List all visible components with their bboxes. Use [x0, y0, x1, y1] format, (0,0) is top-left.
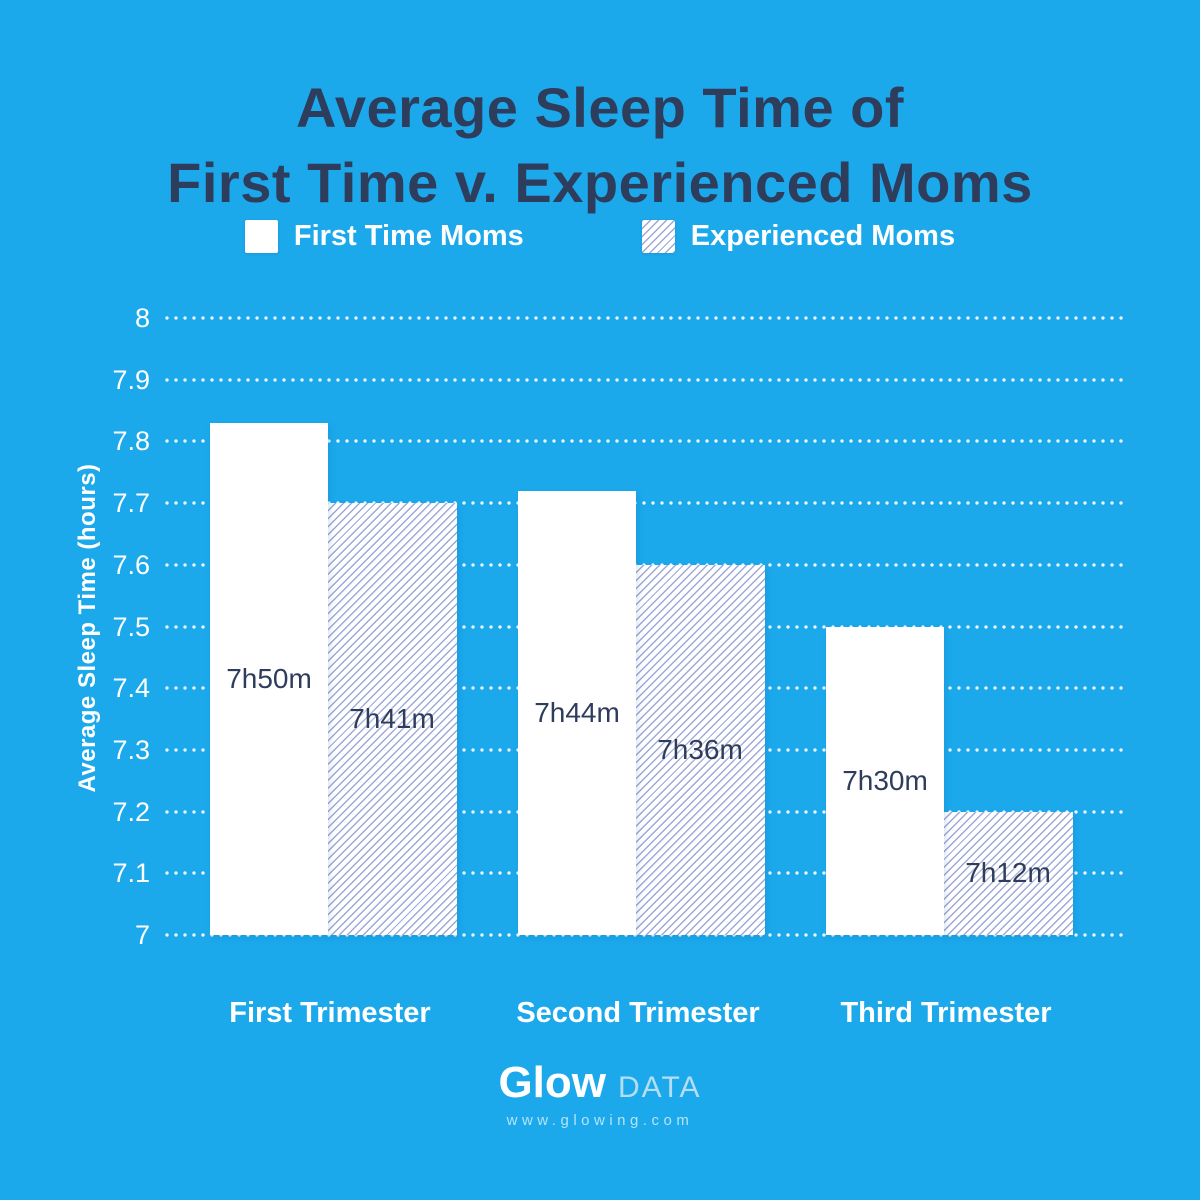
brand-url: www.glowing.com — [506, 1112, 694, 1129]
bar-value-label: 7h30m — [842, 764, 928, 796]
legend-item-experienced-moms: Experienced Moms — [641, 220, 956, 253]
gridline — [165, 501, 1125, 506]
brand-line: Glow DATA — [0, 1058, 1200, 1108]
bar-experienced-moms: 7h12m — [943, 811, 1073, 935]
chart-title: Average Sleep Time of First Time v. Expe… — [0, 70, 1200, 220]
bar-first-time-moms: 7h44m — [518, 490, 636, 935]
bar-value-label: 7h12m — [965, 857, 1051, 889]
gridline — [165, 377, 1125, 382]
bar-value-label: 7h44m — [534, 696, 620, 728]
legend-swatch-hatched — [641, 220, 675, 253]
y-axis-tick-label: 7.2 — [112, 796, 150, 827]
x-axis-category-label: Second Trimester — [516, 997, 760, 1029]
bar-experienced-moms: 7h36m — [635, 564, 765, 935]
bar-first-time-moms: 7h30m — [826, 626, 944, 935]
y-axis-tick-label: 7.8 — [112, 426, 150, 457]
brand-name: Glow — [498, 1058, 606, 1107]
bar-value-label: 7h50m — [226, 662, 312, 694]
legend-label: First Time Moms — [293, 220, 524, 252]
y-axis-tick-label: 7.3 — [112, 734, 150, 765]
x-axis-category-label: Third Trimester — [840, 997, 1052, 1029]
bar-experienced-moms: 7h41m — [327, 503, 457, 935]
y-axis-tick-label: 7.9 — [112, 364, 150, 395]
bar-value-label: 7h41m — [349, 703, 435, 735]
legend-label: Experienced Moms — [690, 220, 956, 252]
y-axis-tick-label: 7.1 — [112, 858, 150, 889]
bar-first-time-moms: 7h50m — [210, 422, 328, 935]
brand-logo: Glow DATA www.glowing.com — [0, 1058, 1200, 1129]
y-axis-tick-label: 8 — [134, 303, 150, 333]
bar-value-label: 7h36m — [657, 733, 743, 765]
y-axis-tick-label: 7.4 — [112, 673, 150, 704]
chart-title-line2: First Time v. Experienced Moms — [167, 151, 1033, 215]
legend-swatch-solid — [244, 220, 278, 253]
gridline — [165, 316, 1125, 320]
legend: First Time Moms Experienced Moms — [0, 220, 1200, 253]
y-axis-tick-label: 7 — [134, 920, 150, 950]
x-axis-category-label: First Trimester — [229, 997, 431, 1029]
brand-suffix: DATA — [618, 1071, 702, 1104]
chart-title-line1: Average Sleep Time of — [295, 76, 905, 139]
legend-item-first-time-moms: First Time Moms — [244, 220, 524, 253]
gridline — [165, 933, 1125, 937]
y-axis-tick-label: 7.6 — [112, 549, 150, 580]
y-axis-tick-label: 7.5 — [112, 611, 150, 642]
y-axis-tick-label: 7.7 — [112, 488, 150, 519]
gridline — [165, 439, 1125, 444]
